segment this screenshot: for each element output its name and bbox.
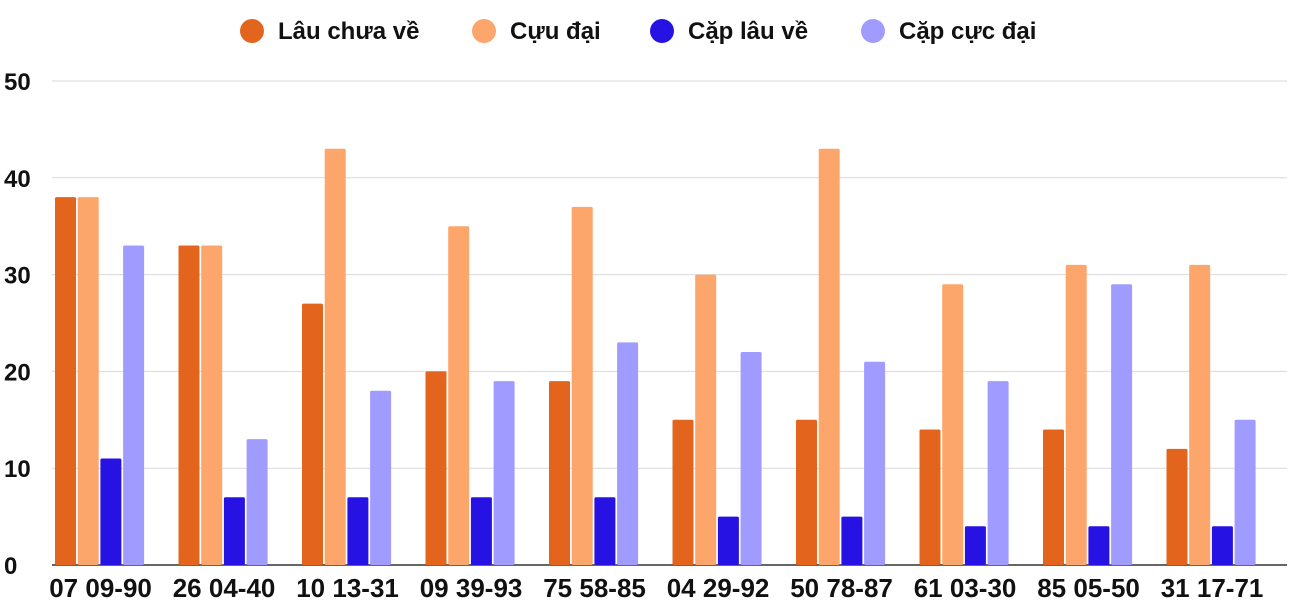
bar bbox=[1088, 526, 1110, 565]
legend-marker bbox=[472, 19, 496, 43]
legend-marker bbox=[240, 19, 264, 43]
bar bbox=[1065, 264, 1087, 565]
bars bbox=[55, 148, 1256, 565]
x-tick-label: 50 78-87 bbox=[790, 573, 893, 600]
bar bbox=[178, 245, 200, 565]
bar bbox=[594, 497, 616, 565]
x-tick-label: 31 17-71 bbox=[1161, 573, 1264, 600]
x-tick-label: 85 05-50 bbox=[1037, 573, 1140, 600]
bar bbox=[1043, 429, 1064, 565]
y-tick-label: 30 bbox=[4, 263, 31, 290]
legend-label: Cặp cực đại bbox=[899, 18, 1036, 45]
bar bbox=[493, 381, 515, 565]
bar bbox=[740, 352, 762, 565]
bar bbox=[470, 497, 492, 565]
y-tick-label: 50 bbox=[4, 69, 31, 96]
y-tick-label: 0 bbox=[4, 553, 17, 580]
x-axis: 07 09-90 26 04-40 10 13-31 09 39-93 75 58-85… bbox=[49, 573, 1263, 600]
bar bbox=[841, 516, 863, 565]
bar bbox=[324, 148, 346, 565]
y-axis: 0 10 20 30 40 50 bbox=[4, 69, 31, 580]
legend-label: Cặp lâu về bbox=[688, 18, 808, 45]
bar bbox=[77, 197, 99, 565]
bar bbox=[302, 303, 323, 565]
x-tick-label: 09 39-93 bbox=[420, 573, 523, 600]
bar bbox=[1111, 284, 1133, 565]
gridlines bbox=[52, 80, 1287, 566]
y-tick-label: 40 bbox=[4, 166, 31, 193]
bar bbox=[864, 361, 886, 565]
bar bbox=[246, 439, 268, 565]
bar bbox=[549, 381, 570, 565]
bar bbox=[100, 458, 122, 565]
bar bbox=[347, 497, 369, 565]
bar bbox=[818, 148, 840, 565]
bar bbox=[796, 419, 817, 565]
bar bbox=[919, 429, 941, 565]
bar bbox=[1166, 448, 1188, 565]
bar bbox=[448, 226, 470, 565]
bar bbox=[672, 419, 694, 565]
bar bbox=[1189, 264, 1211, 565]
x-tick-label: 75 58-85 bbox=[543, 573, 646, 600]
bar bbox=[1234, 419, 1256, 565]
legend-marker bbox=[861, 19, 885, 43]
legend-label: Cựu đại bbox=[510, 18, 601, 45]
bar bbox=[942, 284, 964, 565]
bar bbox=[987, 381, 1009, 565]
bar bbox=[55, 197, 76, 565]
bar bbox=[571, 206, 593, 565]
legend-label: Lâu chưa về bbox=[278, 18, 419, 45]
bar bbox=[695, 274, 717, 565]
bar bbox=[370, 390, 392, 565]
bar bbox=[1211, 526, 1233, 565]
x-tick-label: 04 29-92 bbox=[667, 573, 770, 600]
legend: Lâu chưa về Cựu đại Cặp lâu về Cặp cực đại bbox=[240, 18, 1036, 45]
bar bbox=[123, 245, 145, 565]
y-tick-label: 20 bbox=[4, 359, 31, 386]
legend-marker bbox=[650, 19, 674, 43]
bar bbox=[717, 516, 739, 565]
bar bbox=[964, 526, 986, 565]
bar bbox=[425, 371, 447, 565]
bar bbox=[201, 245, 223, 565]
y-tick-label: 10 bbox=[4, 456, 31, 483]
x-tick-label: 61 03-30 bbox=[914, 573, 1017, 600]
x-tick-label: 07 09-90 bbox=[49, 573, 152, 600]
bar bbox=[223, 497, 245, 565]
bar bbox=[617, 342, 639, 565]
x-tick-label: 26 04-40 bbox=[173, 573, 276, 600]
x-tick-label: 10 13-31 bbox=[296, 573, 399, 600]
